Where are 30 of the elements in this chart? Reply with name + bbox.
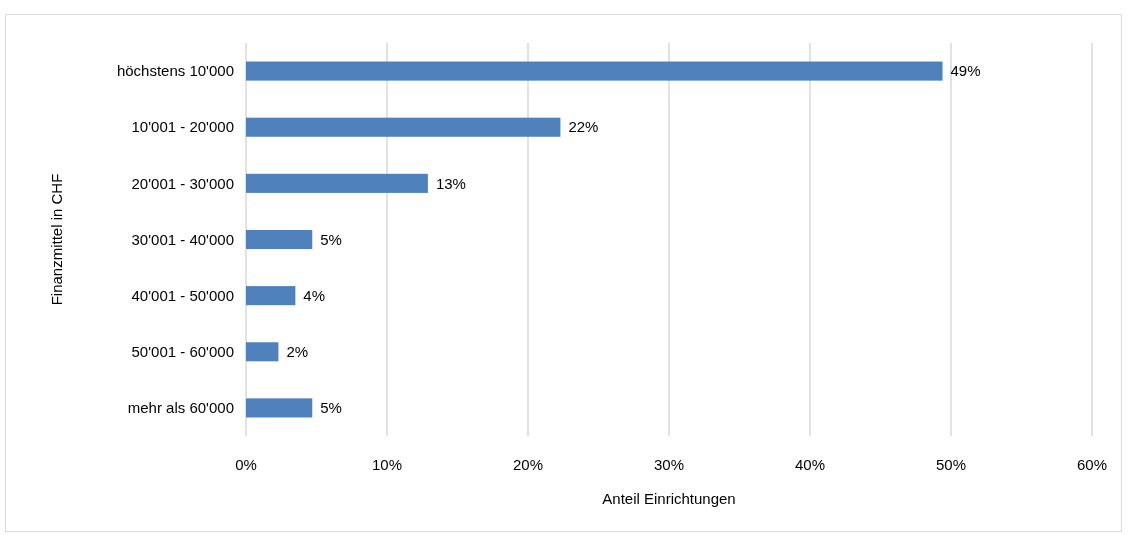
x-tick-label: 60% — [1076, 456, 1108, 473]
y-tick-label: 40'001 - 50'000 — [131, 286, 234, 304]
x-tick-label: 0% — [235, 456, 257, 473]
bar — [246, 398, 313, 418]
x-axis-title: Anteil Einrichtungen — [602, 490, 736, 507]
data-label: 22% — [568, 118, 599, 136]
data-label: 5% — [320, 399, 342, 417]
bar — [246, 286, 296, 306]
y-tick-label: höchstens 10'000 — [116, 62, 234, 80]
y-axis-title: Finanzmittel in CHF — [48, 173, 65, 306]
bar — [246, 117, 561, 137]
y-tick-label: 20'001 - 30'000 — [131, 174, 234, 192]
data-label: 2% — [286, 343, 309, 361]
x-tick-label: 20% — [512, 456, 544, 473]
data-label: 5% — [320, 230, 342, 248]
bar — [246, 61, 943, 81]
x-tick-label: 50% — [935, 456, 967, 473]
y-tick-label: 50'001 - 60'000 — [131, 343, 234, 361]
x-tick-label: 10% — [371, 456, 403, 473]
data-label: 49% — [950, 62, 981, 80]
data-label: 4% — [303, 286, 326, 304]
y-tick-label: 10'001 - 20'000 — [131, 118, 234, 136]
bar — [246, 342, 279, 362]
y-tick-label: 30'001 - 40'000 — [131, 230, 234, 248]
x-tick-label: 40% — [794, 456, 826, 473]
y-tick-label: mehr als 60'000 — [127, 399, 234, 417]
x-tick-label: 30% — [653, 456, 685, 473]
bar — [246, 173, 428, 193]
bar — [246, 229, 313, 250]
data-label: 13% — [435, 174, 466, 192]
